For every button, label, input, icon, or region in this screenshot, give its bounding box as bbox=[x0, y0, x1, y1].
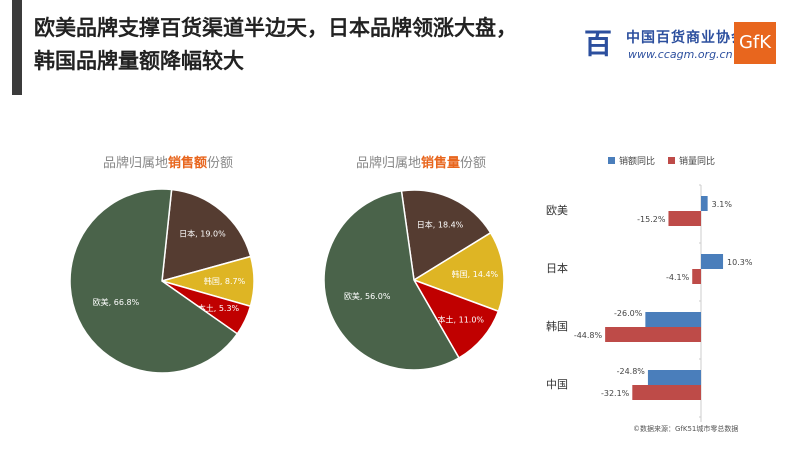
accent-bar bbox=[12, 0, 22, 95]
legend-label: 销量同比 bbox=[679, 155, 715, 167]
pie-slice-0 bbox=[400, 189, 492, 282]
legend-label: 销额同比 bbox=[619, 155, 655, 167]
bar-1-2 bbox=[605, 327, 701, 342]
bar-data-label: -44.8% bbox=[574, 331, 603, 340]
pie-data-label: 日本, 18.4% bbox=[417, 220, 464, 230]
bar-0-2 bbox=[645, 312, 701, 327]
data-source: ©数据来源：GfK51城市零总数据 bbox=[633, 425, 739, 433]
pie-title-prefix: 品牌归属地 bbox=[356, 156, 422, 171]
pie-title-highlight: 销售额 bbox=[168, 156, 208, 171]
pie-data-label: 欧美, 56.0% bbox=[344, 291, 391, 301]
bar-data-label: -15.2% bbox=[637, 215, 666, 224]
pie-title-suffix: 份额 bbox=[460, 156, 487, 171]
pie-title-prefix: 品牌归属地 bbox=[103, 156, 169, 171]
bar-data-label: -26.0% bbox=[614, 309, 643, 318]
ccagm-logo-mark: 百 bbox=[583, 27, 612, 60]
bar-1-0 bbox=[668, 211, 701, 226]
pie-slice-3 bbox=[323, 190, 461, 371]
category-label: 日本 bbox=[546, 261, 568, 275]
bar-data-label: -4.1% bbox=[666, 273, 690, 282]
pie-data-label: 日本, 19.0% bbox=[179, 228, 226, 238]
ccagm-name: 中国百货商业协会 bbox=[626, 30, 746, 46]
bar-data-label: 10.3% bbox=[727, 258, 753, 267]
pie-title-highlight: 销售量 bbox=[421, 156, 461, 171]
pie-slice-0 bbox=[161, 188, 252, 283]
pie-title-value: 品牌归属地销售额份额 bbox=[103, 152, 233, 171]
ccagm-url: www.ccagm.org.cn bbox=[628, 48, 733, 61]
title-line-1: 欧美品牌支撑百货渠道半边天，日本品牌领涨大盘， bbox=[34, 16, 517, 40]
bar-data-label: -32.1% bbox=[601, 389, 630, 398]
pie-title-suffix: 份额 bbox=[207, 156, 234, 171]
pie-data-label: 本土, 5.3% bbox=[198, 303, 240, 313]
pie-slice-1 bbox=[412, 231, 505, 313]
pie-title-volume: 品牌归属地销售量份额 bbox=[356, 152, 486, 171]
title-line-2: 韩国品牌量额降幅较大 bbox=[34, 49, 244, 73]
category-label: 中国 bbox=[546, 378, 568, 391]
gfk-logo: GfK bbox=[734, 22, 776, 64]
legend-swatch bbox=[668, 157, 675, 164]
pie-slice-3 bbox=[69, 188, 239, 374]
category-label: 韩国 bbox=[546, 319, 568, 333]
bar-0-3 bbox=[647, 370, 701, 385]
ccagm-logo: 百 中国百货商业协会 www.ccagm.org.cn bbox=[576, 22, 745, 66]
pie-data-label: 韩国, 8.7% bbox=[204, 276, 246, 286]
category-label: 欧美 bbox=[546, 204, 568, 217]
pie-data-label: 欧美, 66.8% bbox=[93, 297, 140, 307]
bar-1-3 bbox=[632, 385, 701, 400]
pie-data-label: 韩国, 14.4% bbox=[452, 269, 499, 279]
pie-data-label: 本土, 11.0% bbox=[438, 314, 485, 324]
bar-data-label: -24.8% bbox=[617, 367, 646, 376]
legend-swatch bbox=[608, 157, 615, 164]
slide-title: 欧美品牌支撑百货渠道半边天，日本品牌领涨大盘， 韩国品牌量额降幅较大 bbox=[34, 12, 517, 78]
bar-0-1 bbox=[701, 254, 724, 269]
bar-0-0 bbox=[701, 196, 708, 211]
bar-data-label: 3.1% bbox=[712, 200, 733, 209]
bar-1-1 bbox=[692, 269, 701, 284]
